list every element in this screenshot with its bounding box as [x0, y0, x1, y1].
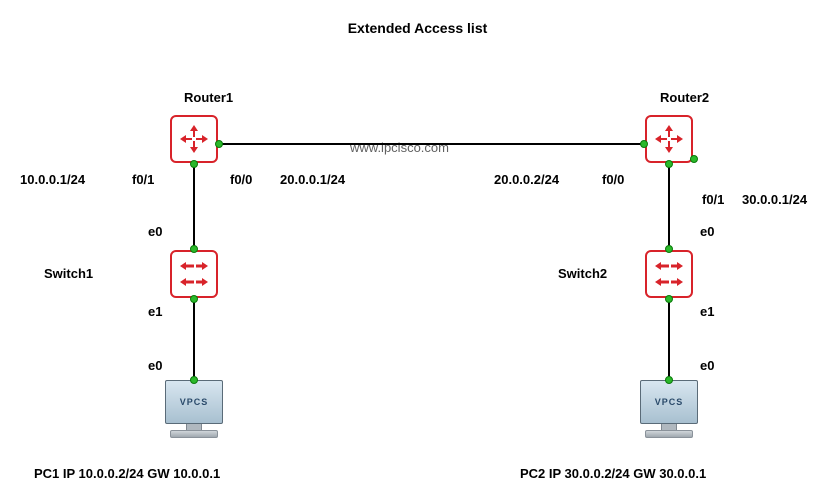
- s2-e0-label: e0: [700, 224, 714, 239]
- pc2-node: VPCS: [634, 380, 704, 444]
- router1-label: Router1: [184, 90, 233, 105]
- r1-f01-ip: 10.0.0.1/24: [20, 172, 85, 187]
- port-s2-e1: [665, 295, 673, 303]
- port-pc1-e0: [190, 376, 198, 384]
- switch1-node: [170, 250, 218, 298]
- link-s2-pc2: [668, 298, 670, 382]
- switch2-label: Switch2: [558, 266, 607, 281]
- network-diagram: Extended Access list www.ipcisco.com Rou…: [0, 0, 835, 500]
- router2-node: [645, 115, 693, 163]
- switch-icon: [653, 258, 685, 290]
- port-s2-e0: [665, 245, 673, 253]
- router2-label: Router2: [660, 90, 709, 105]
- r1-f00-ip: 20.0.0.1/24: [280, 172, 345, 187]
- switch-icon: [178, 258, 210, 290]
- r1-f00-label: f0/0: [230, 172, 252, 187]
- pc1-name: VPCS: [180, 397, 209, 407]
- pc1-node: VPCS: [159, 380, 229, 444]
- link-r2-s2: [668, 163, 670, 250]
- r2-f00-ip: 20.0.0.2/24: [494, 172, 559, 187]
- r2-f00-label: f0/0: [602, 172, 624, 187]
- port-s1-e1: [190, 295, 198, 303]
- link-r1-s1: [193, 163, 195, 250]
- router-icon: [178, 123, 210, 155]
- s1-e0-label: e0: [148, 224, 162, 239]
- switch1-label: Switch1: [44, 266, 93, 281]
- r1-f01-label: f0/1: [132, 172, 154, 187]
- diagram-title: Extended Access list: [0, 20, 835, 36]
- r2-f01-label: f0/1: [702, 192, 724, 207]
- link-s1-pc1: [193, 298, 195, 382]
- s2-e1-label: e1: [700, 304, 714, 319]
- port-r2-f01: [690, 155, 698, 163]
- port-r2-f00: [640, 140, 648, 148]
- pc2-name: VPCS: [655, 397, 684, 407]
- port-r2-bottom: [665, 160, 673, 168]
- s1-e1-label: e1: [148, 304, 162, 319]
- port-s1-e0: [190, 245, 198, 253]
- switch2-node: [645, 250, 693, 298]
- port-r1-f01: [190, 160, 198, 168]
- router-icon: [653, 123, 685, 155]
- pc2-caption: PC2 IP 30.0.0.2/24 GW 30.0.0.1: [520, 466, 706, 481]
- pc1-e0-label: e0: [148, 358, 162, 373]
- port-pc2-e0: [665, 376, 673, 384]
- r2-f01-ip: 30.0.0.1/24: [742, 192, 807, 207]
- pc2-e0-label: e0: [700, 358, 714, 373]
- pc1-caption: PC1 IP 10.0.0.2/24 GW 10.0.0.1: [34, 466, 220, 481]
- link-r1-r2: [218, 143, 645, 145]
- port-r1-f00: [215, 140, 223, 148]
- router1-node: [170, 115, 218, 163]
